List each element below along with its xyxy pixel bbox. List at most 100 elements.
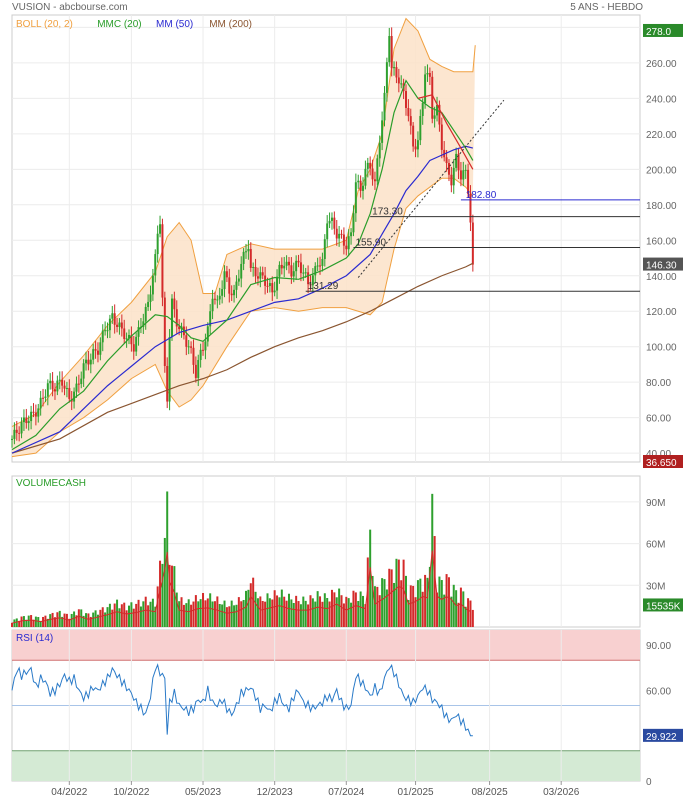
volume-bar — [92, 612, 95, 627]
candle-body — [252, 266, 255, 268]
candle-body — [304, 272, 307, 274]
candle-body — [218, 295, 221, 300]
x-tick-label: 03/2026 — [543, 787, 580, 798]
candle-body — [230, 293, 233, 296]
candle-body — [194, 364, 197, 378]
volume-bar — [204, 600, 207, 627]
volume-bar — [44, 615, 47, 627]
rsi-y-tick-label: 0 — [646, 777, 652, 788]
candle-body — [242, 251, 245, 264]
volume-bar — [178, 601, 181, 627]
volume-bar — [383, 579, 386, 627]
volume-bar — [89, 616, 92, 627]
volume-bar — [111, 609, 114, 627]
candle-body — [397, 77, 400, 84]
volume-bar — [213, 601, 216, 627]
volume-bar — [245, 590, 248, 627]
volume-bar — [230, 600, 233, 627]
volume-bar — [218, 604, 221, 627]
volume-bar — [345, 596, 348, 627]
volume-bar — [168, 564, 171, 627]
candle-body — [271, 283, 274, 293]
candle-body — [94, 349, 97, 351]
rsi-y-tick-label: 90.00 — [646, 641, 671, 652]
volume-bar — [369, 529, 372, 627]
volume-bar — [206, 598, 209, 627]
rsi-line — [11, 663, 473, 737]
candle-body — [338, 233, 341, 239]
candle-body — [221, 289, 224, 296]
candle-body — [73, 391, 76, 402]
volume-bar — [419, 578, 422, 627]
x-tick-label: 12/2023 — [257, 787, 294, 798]
volume-bar — [292, 603, 295, 627]
x-tick-label: 04/2022 — [51, 787, 88, 798]
volume-bar — [287, 593, 290, 627]
volume-bar — [295, 595, 298, 627]
candle-body — [225, 271, 228, 278]
candle-body — [237, 278, 240, 282]
volume-bar — [395, 558, 398, 627]
candle-body — [371, 168, 374, 180]
candle-body — [147, 301, 150, 308]
volume-bar — [13, 619, 16, 627]
volume-bar — [385, 589, 388, 627]
candle-body — [428, 72, 431, 77]
volume-bar — [190, 604, 193, 627]
volume-bar — [338, 588, 341, 627]
volume-bar — [63, 613, 66, 627]
candle-body — [223, 271, 226, 290]
volume-bar — [428, 566, 431, 627]
price-y-tick-label: 60.00 — [646, 414, 671, 425]
volume-bar — [163, 537, 166, 627]
candle-body — [118, 322, 121, 327]
price-y-tick-label: 120.00 — [646, 307, 677, 318]
candle-body — [30, 411, 33, 422]
volume-bar — [433, 536, 436, 627]
candle-body — [82, 363, 85, 379]
volume-bar — [32, 619, 35, 627]
volume-bar — [53, 617, 56, 627]
candle-body — [202, 349, 205, 351]
volume-bar — [37, 617, 40, 627]
candle-body — [63, 385, 66, 389]
candle-body — [450, 174, 453, 186]
volume-bar — [108, 603, 111, 627]
volume-bar — [469, 600, 472, 627]
candle-body — [37, 408, 40, 417]
candle-body — [247, 248, 250, 252]
candle-body — [53, 389, 56, 392]
candle-body — [135, 336, 138, 352]
candle-body — [416, 140, 419, 150]
volume-bar — [96, 614, 99, 627]
candle-body — [433, 115, 436, 119]
rsi-last-label-bg — [643, 728, 683, 742]
volume-bar — [113, 603, 116, 627]
candle-body — [235, 281, 238, 290]
candle-body — [240, 263, 243, 279]
candle-body — [199, 349, 202, 360]
volume-bar — [130, 602, 133, 627]
candle-body — [128, 335, 131, 339]
volume-bar — [137, 599, 140, 627]
candle-body — [125, 338, 128, 340]
volume-bar — [326, 597, 329, 627]
candle-body — [51, 380, 54, 390]
volume-bar — [273, 590, 276, 627]
volume-bar — [216, 596, 219, 627]
candle-body — [89, 359, 92, 365]
volume-bar — [340, 595, 343, 627]
candle-body — [104, 330, 107, 332]
candle-body — [385, 62, 388, 93]
candle-body — [459, 170, 462, 180]
candle-body — [440, 124, 443, 150]
volume-bar — [18, 620, 21, 627]
candle-body — [412, 125, 415, 147]
legend-item-boll: BOLL (20, 2) — [16, 19, 73, 30]
candle-body — [168, 337, 171, 402]
volume-bar — [266, 593, 269, 627]
volume-bar — [362, 595, 365, 627]
volume-bar — [402, 559, 405, 627]
candle-body — [297, 260, 300, 263]
candle-body — [256, 276, 259, 279]
